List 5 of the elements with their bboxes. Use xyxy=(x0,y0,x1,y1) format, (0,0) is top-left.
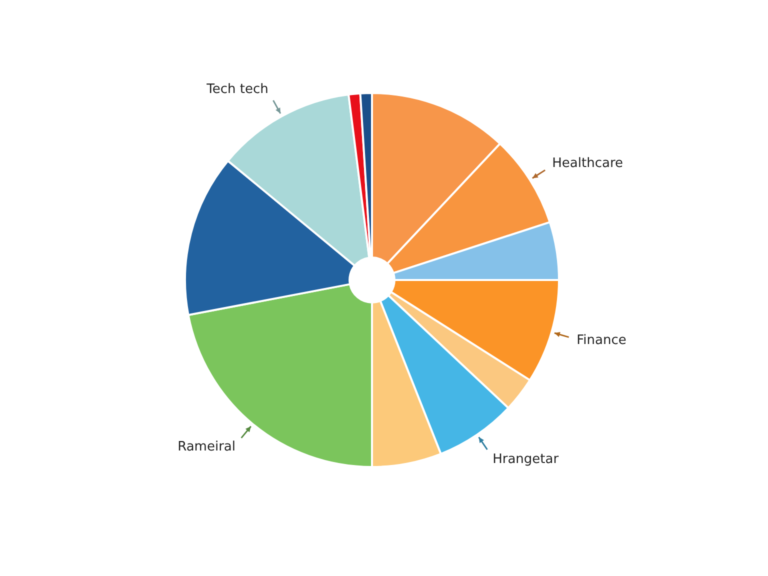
slice-label: Finance xyxy=(576,332,626,348)
slice-label: Tech tech xyxy=(206,82,268,98)
slice-label: Healthcare xyxy=(552,156,624,172)
slice-label: Rameiral xyxy=(178,440,236,455)
slice-label: Hrangetar xyxy=(492,452,560,467)
